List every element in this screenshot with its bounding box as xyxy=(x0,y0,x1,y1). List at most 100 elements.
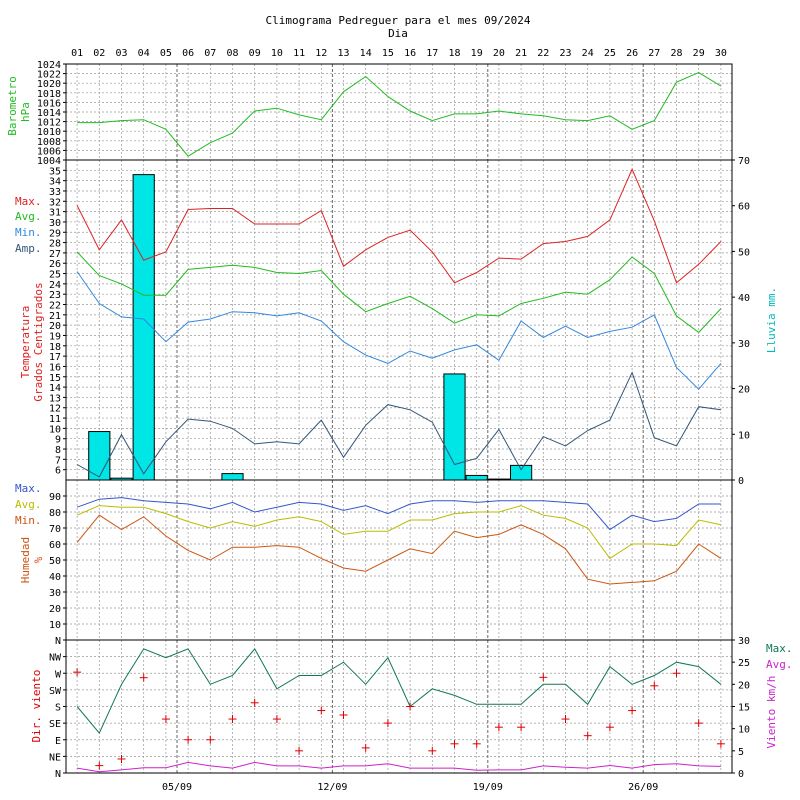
y-tick-label: 40 xyxy=(49,572,61,583)
y-tick-label: 10 xyxy=(49,620,61,631)
y2-tick-label: 30 xyxy=(738,636,750,647)
y-tick-label: 34 xyxy=(49,177,61,188)
humidity-panel: 10 20 30 40 50 60 70 80 90 Max. Avg. Min. Humedad% xyxy=(15,479,733,641)
pressure-axis-label: Barometro xyxy=(6,76,19,136)
y-tick-label: 24 xyxy=(49,280,61,291)
day-labels: 01 02 03 04 05 06 07 08 09 10 11 12 13 14 15 16 17 18 19 20… xyxy=(71,48,727,59)
direction-tick-label: S xyxy=(55,703,61,714)
y-tick-label: 14 xyxy=(49,383,61,394)
y2-tick-label: 15 xyxy=(738,703,750,714)
y-tick-label: 20 xyxy=(49,321,61,332)
y-tick-label: 29 xyxy=(49,228,61,239)
day-tick-label: 28 xyxy=(670,48,682,59)
y-tick-label: 27 xyxy=(49,249,61,260)
y-tick-label: 17 xyxy=(49,352,61,363)
y-tick-label: 30 xyxy=(49,218,61,229)
y2-tick-label: 0 xyxy=(738,769,744,780)
panel-frame xyxy=(65,639,733,774)
direction-tick-label: E xyxy=(55,736,61,747)
direction-tick-label: N xyxy=(55,769,61,780)
y-tick-label: 60 xyxy=(49,540,61,551)
y-tick-label: 22 xyxy=(49,301,61,312)
y-tick-label: 1024 xyxy=(37,60,61,71)
y2-tick-label: 30 xyxy=(738,339,750,350)
pressure-unit-label: hPa xyxy=(19,102,32,122)
temp-max-line xyxy=(76,168,722,284)
humidity-unit-label: % xyxy=(32,556,45,563)
y-tick-label: 10 xyxy=(49,424,61,435)
day-tick-label: 29 xyxy=(693,48,705,59)
temperature-unit-label: Grados Centigrados xyxy=(32,282,45,401)
week-tick-label: 19/09 xyxy=(473,782,503,793)
day-tick-label: 26 xyxy=(626,48,638,59)
legend-hum-avg: Avg. xyxy=(15,498,42,511)
y-tick-label: 23 xyxy=(49,290,61,301)
pressure-line xyxy=(77,72,722,157)
day-tick-label: 25 xyxy=(604,48,616,59)
week-tick-label: 12/09 xyxy=(317,782,347,793)
legend-wind-avg: Avg. xyxy=(766,658,793,671)
day-tick-label: 18 xyxy=(448,48,460,59)
y-tick-label: 25 xyxy=(49,270,61,281)
y-tick-label: 26 xyxy=(49,259,61,270)
legend-hum-min: Min. xyxy=(15,514,42,527)
y-tick-label: 13 xyxy=(49,393,61,404)
legend-temp-avg: Avg. xyxy=(15,210,42,223)
hum-avg-line xyxy=(76,505,722,560)
wind-avg-line xyxy=(77,761,721,773)
direction-tick-label: NW xyxy=(49,653,62,664)
legend-temp-max: Max. xyxy=(15,195,42,208)
day-tick-label: 10 xyxy=(271,48,283,59)
y-tick-label: 32 xyxy=(49,197,61,208)
y2-tick-label: 20 xyxy=(738,680,750,691)
y-tick-label: 11 xyxy=(49,414,61,425)
y2-tick-label: 40 xyxy=(738,293,750,304)
y2-tick-label: 10 xyxy=(738,430,750,441)
y-tick-label: 6 xyxy=(55,466,61,477)
y-tick-label: 1016 xyxy=(37,98,61,109)
day-tick-label: 23 xyxy=(559,48,571,59)
y2-tick-label: 0 xyxy=(738,476,744,487)
day-tick-label: 14 xyxy=(360,48,372,59)
y2-tick-label: 60 xyxy=(738,202,750,213)
day-tick-label: 16 xyxy=(404,48,416,59)
day-tick-label: 07 xyxy=(204,48,216,59)
y-tick-label: 1012 xyxy=(37,118,61,129)
temp-amp-line xyxy=(76,371,721,478)
direction-tick-label: SE xyxy=(49,719,61,730)
legend-wind-max: Max. xyxy=(766,642,793,655)
y-tick-label: 15 xyxy=(49,373,61,384)
day-tick-label: 03 xyxy=(115,48,127,59)
day-tick-label: 30 xyxy=(715,48,727,59)
y-tick-label: 31 xyxy=(49,208,61,219)
day-tick-label: 12 xyxy=(315,48,327,59)
week-labels: 05/09 12/09 19/09 26/09 xyxy=(162,782,658,793)
rain-bar xyxy=(465,474,488,481)
day-tick-label: 05 xyxy=(160,48,172,59)
wind-speed-axis-label: Viento km/h xyxy=(765,676,778,749)
y2-tick-label: 10 xyxy=(738,725,750,736)
day-tick-label: 06 xyxy=(182,48,194,59)
day-tick-label: 17 xyxy=(426,48,438,59)
day-tick-label: 15 xyxy=(382,48,394,59)
y-tick-label: 35 xyxy=(49,166,61,177)
x-axis-label: Dia xyxy=(388,27,408,40)
y-tick-label: 1004 xyxy=(37,156,61,167)
y-tick-label: 30 xyxy=(49,588,61,599)
y-tick-label: 1010 xyxy=(37,127,61,138)
y-tick-label: 1018 xyxy=(37,89,61,100)
temperature-axis-label: Temperatura xyxy=(19,306,32,379)
day-tick-label: 22 xyxy=(537,48,549,59)
temp-min-line xyxy=(76,271,722,390)
rain-bar xyxy=(510,464,533,481)
rain-bar xyxy=(221,473,244,481)
day-tick-label: 04 xyxy=(138,48,150,59)
y-tick-label: 28 xyxy=(49,239,61,250)
day-tick-label: 19 xyxy=(471,48,483,59)
legend-temp-min: Min. xyxy=(15,226,42,239)
wind-max-line xyxy=(76,648,722,735)
y2-tick-label: 25 xyxy=(738,658,750,669)
day-tick-label: 20 xyxy=(493,48,505,59)
y-tick-label: 1006 xyxy=(37,146,61,157)
